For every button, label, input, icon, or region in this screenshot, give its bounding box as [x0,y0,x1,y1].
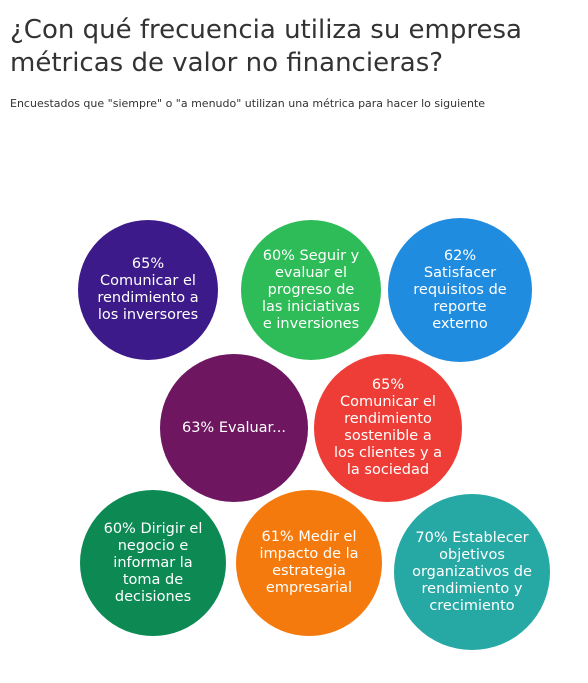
bubble-5: 65% Comunicar el rendimiento sostenible … [314,354,462,502]
bubble-1: 65% Comunicar el rendimiento a los inver… [78,220,218,360]
bubble-label: 61% Medir el impacto de la estrategia em… [259,529,359,596]
bubble-label: 65% Comunicar el rendimiento a los inver… [97,256,199,323]
bubble-6: 60% Dirigir el negocio e informar la tom… [80,490,226,636]
bubble-4: 63% Evaluar... [160,354,308,502]
chart-subtitle: Encuestados que "siempre" o "a menudo" u… [10,97,485,110]
bubble-8: 70% Establecer objetivos organizativos d… [394,494,550,650]
bubble-label: 60% Dirigir el negocio e informar la tom… [103,520,203,605]
bubble-label: 60% Seguir y evaluar el progreso de las … [262,247,360,332]
bubble-label: 63% Evaluar... [181,419,287,436]
bubble-label: 65% Comunicar el rendimiento sostenible … [333,377,443,478]
bubble-7: 61% Medir el impacto de la estrategia em… [236,490,382,636]
bubble-label: 70% Establecer objetivos organizativos d… [412,529,532,614]
bubble-3: 62% Satisfacer requisitos de reporte ext… [388,218,532,362]
bubble-2: 60% Seguir y evaluar el progreso de las … [241,220,381,360]
bubble-label: 62% Satisfacer requisitos de reporte ext… [413,247,507,332]
chart-title: ¿Con qué frecuencia utiliza su empresa m… [10,15,522,78]
